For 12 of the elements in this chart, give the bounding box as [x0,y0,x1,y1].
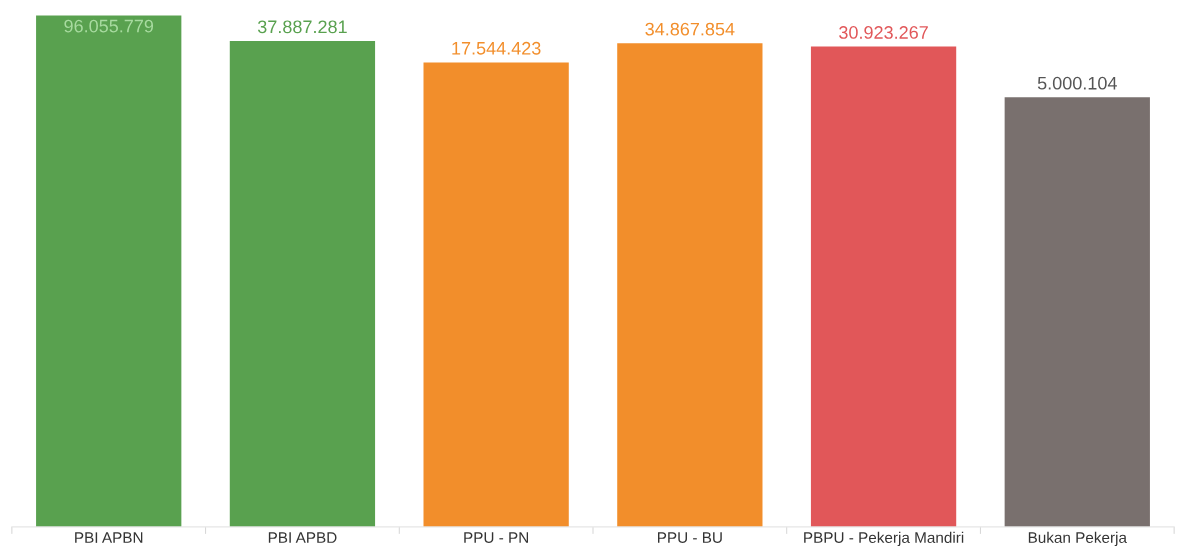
x-tick-label: PBI APBD [268,532,337,543]
data-label: 34.867.854 [645,22,735,36]
data-label: 37.887.281 [257,20,347,34]
x-tick-label: PPU - BU [658,532,722,544]
x-tick-label: Bukan Pekerja [1028,531,1127,547]
x-tick-label: PBPU - Pekerja Mandiri [804,531,964,547]
data-label: 30.923.267 [839,26,928,39]
data-label: 96.055.779 [64,19,154,33]
x-tick-label: PBI APBN [75,532,143,543]
x-tick-label: PPU - PN [464,532,528,544]
data-label: 5.000.104 [1037,76,1117,90]
data-label: 17.544.423 [452,41,541,55]
